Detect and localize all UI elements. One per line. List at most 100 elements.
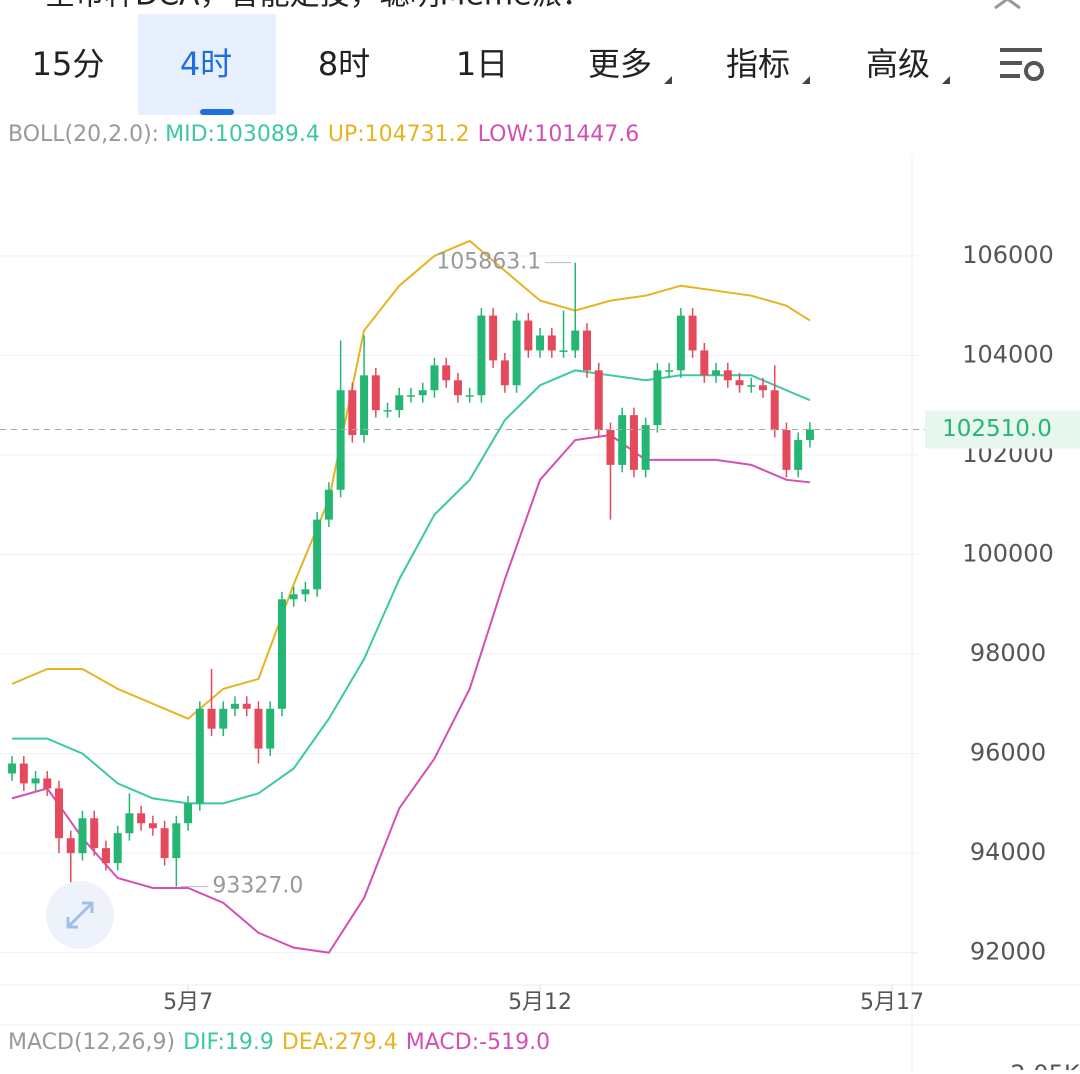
candle-body <box>207 708 216 729</box>
last-price-box <box>925 410 1080 449</box>
dropdown-caret <box>942 76 950 84</box>
candle-body <box>442 365 451 381</box>
macd-dif: DIF:19.9 <box>183 1030 274 1055</box>
candle-body <box>254 708 263 749</box>
y-tick-label: 106000 <box>962 241 1054 269</box>
candle-body <box>383 410 392 412</box>
tab[interactable]: 更多 <box>588 45 652 83</box>
boll-name: BOLL(20,2.0): <box>8 122 159 147</box>
candle-body <box>536 335 545 351</box>
expand-icon <box>66 901 94 929</box>
candle-body <box>594 370 603 431</box>
y-tick-label: 98000 <box>970 639 1046 667</box>
candle-body <box>55 788 64 839</box>
candle-body <box>676 315 685 371</box>
tabs: 15分 4时 8时 1日 更多 指标 高级 <box>32 45 950 84</box>
candle-body <box>8 763 17 774</box>
candle-body <box>582 330 591 371</box>
y-tick-label: 96000 <box>970 739 1046 767</box>
candle-body <box>348 390 357 436</box>
candle-body <box>101 848 110 864</box>
macd-dea: DEA:279.4 <box>282 1030 398 1055</box>
candle-body <box>629 415 638 470</box>
candle-body <box>336 390 345 490</box>
macd-val: MACD:-519.0 <box>406 1030 550 1055</box>
last-price-label: 102510.0 <box>942 416 1052 442</box>
candle-body <box>688 315 697 351</box>
candle-body <box>512 320 521 386</box>
candle-body <box>665 370 674 372</box>
y-tick-label: 100000 <box>962 539 1054 567</box>
macd-name: MACD(12,26,9) <box>8 1030 175 1055</box>
candle-body <box>770 390 779 431</box>
candle-body <box>489 315 498 361</box>
candle-body <box>277 599 286 709</box>
candle-body <box>735 380 744 386</box>
boll-line <box>11 433 811 954</box>
candle-body <box>794 440 803 470</box>
candle-body <box>148 823 157 829</box>
candle-body <box>758 385 767 391</box>
tab[interactable]: 高级 <box>866 45 930 83</box>
candle-body <box>113 833 122 864</box>
candle-body <box>571 330 580 351</box>
settings-icon[interactable] <box>1000 48 1044 81</box>
banner: 全币种DCA，智能定投，聪明Meme派： <box>45 0 592 13</box>
boll-header: BOLL(20,2.0): MID:103089.4 UP:104731.2 LOW:… <box>8 122 639 147</box>
boll-up: UP:104731.2 <box>328 122 470 147</box>
y-tick-label: 92000 <box>970 938 1046 966</box>
candle-body <box>782 430 791 470</box>
y-tick-label: 104000 <box>962 340 1054 368</box>
candle-body <box>500 360 509 386</box>
x-tick-label: 5月17 <box>860 990 924 1015</box>
candle-body <box>371 375 380 411</box>
candle-body <box>641 425 650 470</box>
candle-body <box>805 429 814 441</box>
candle-body <box>430 365 439 391</box>
candle-body <box>477 315 486 396</box>
candle-body <box>19 763 28 784</box>
candle-body <box>747 385 756 387</box>
candle-body <box>360 375 369 436</box>
candle-body <box>184 803 193 824</box>
boll-mid: MID:103089.4 <box>165 122 320 147</box>
candle-body <box>137 813 146 824</box>
boll-line <box>12 369 811 805</box>
candle-body <box>195 708 204 804</box>
tab[interactable]: 4时 <box>180 45 232 83</box>
candle-body <box>453 380 462 396</box>
macd-axis-label: 2.05K <box>1010 1060 1080 1070</box>
candle-body <box>653 370 662 426</box>
tab[interactable]: 8时 <box>318 45 370 83</box>
candle-body <box>172 823 181 859</box>
plot: 9200094000960009800010000010200010400010… <box>0 239 1080 1015</box>
candle-body <box>90 818 99 849</box>
tab[interactable]: 指标 <box>726 45 790 83</box>
candle-body <box>160 828 169 859</box>
candle-body <box>266 708 275 749</box>
candle-body <box>524 320 533 351</box>
boll-low: LOW:101447.6 <box>478 122 640 147</box>
candle-body <box>712 370 721 376</box>
close-icon[interactable] <box>994 0 1021 10</box>
tab[interactable]: 15分 <box>32 45 105 83</box>
candle-body <box>418 390 427 396</box>
active-tab-bg <box>138 14 276 115</box>
candle-body <box>78 818 87 854</box>
candle-body <box>618 415 627 465</box>
min-label: 93327.0 <box>212 874 303 899</box>
candle-body <box>31 778 40 784</box>
candle-body <box>66 838 75 854</box>
candle-body <box>219 708 228 729</box>
y-tick-label: 94000 <box>970 838 1046 866</box>
x-tick-label: 5月7 <box>163 990 213 1015</box>
candle-body <box>242 703 251 709</box>
tab[interactable]: 1日 <box>456 45 508 83</box>
candle-body <box>700 350 709 376</box>
macd-header: MACD(12,26,9) DIF:19.9 DEA:279.4 MACD:-519.… <box>8 1030 550 1055</box>
candle-body <box>559 350 568 352</box>
dropdown-caret <box>802 76 810 84</box>
candle-body <box>407 395 416 397</box>
